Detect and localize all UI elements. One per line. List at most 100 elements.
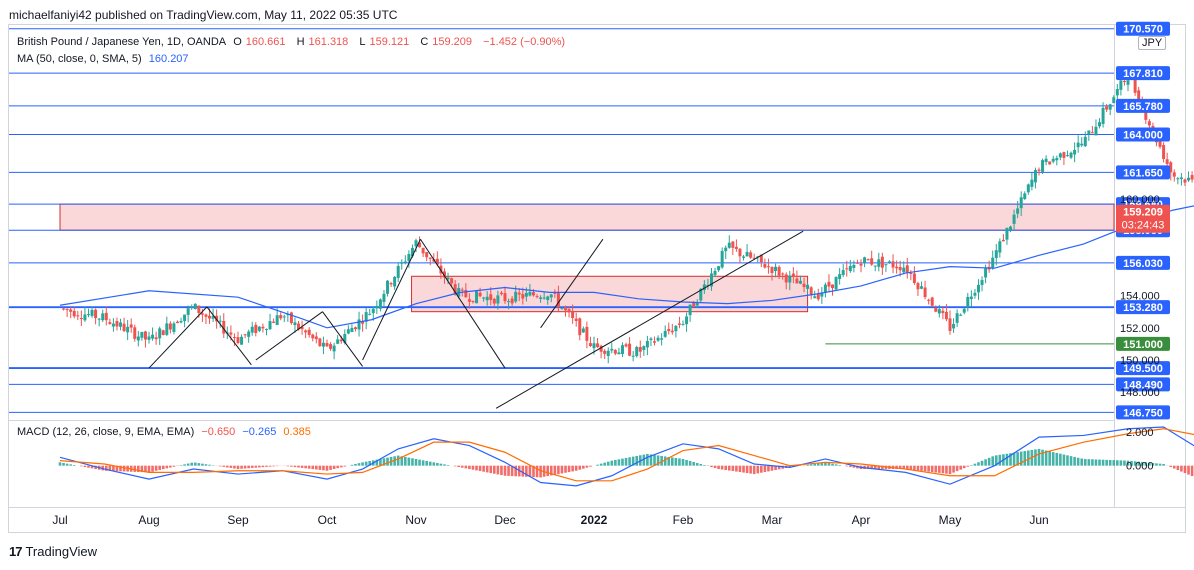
candle-body[interactable]	[827, 282, 830, 287]
candle-body[interactable]	[660, 338, 663, 339]
candle-body[interactable]	[1159, 141, 1162, 146]
candle-body[interactable]	[560, 308, 563, 309]
candle-body[interactable]	[877, 259, 880, 267]
candle-body[interactable]	[593, 343, 596, 348]
candle-body[interactable]	[105, 313, 108, 320]
candle-body[interactable]	[902, 268, 905, 273]
candle-body[interactable]	[190, 307, 193, 308]
candle-body[interactable]	[407, 254, 410, 261]
candle-body[interactable]	[308, 330, 311, 335]
candle-body[interactable]	[489, 294, 492, 300]
candle-body[interactable]	[162, 330, 165, 335]
candle-body[interactable]	[486, 297, 489, 300]
candle-body[interactable]	[621, 345, 624, 354]
candle-body[interactable]	[126, 327, 129, 332]
candle-body[interactable]	[909, 273, 912, 274]
candle-body[interactable]	[204, 315, 207, 317]
candle-body[interactable]	[721, 251, 724, 267]
candle-body[interactable]	[172, 323, 175, 332]
candle-body[interactable]	[682, 324, 685, 325]
candle-body[interactable]	[293, 322, 296, 325]
candle-body[interactable]	[539, 297, 542, 299]
candle-body[interactable]	[525, 293, 528, 297]
candle-body[interactable]	[671, 331, 674, 333]
candle-body[interactable]	[201, 313, 204, 314]
candle-body[interactable]	[916, 283, 919, 289]
candle-body[interactable]	[108, 322, 111, 324]
candle-body[interactable]	[1034, 170, 1037, 182]
candle-body[interactable]	[393, 277, 396, 287]
candle-body[interactable]	[870, 258, 873, 264]
candle-body[interactable]	[874, 266, 877, 267]
currency-badge[interactable]: JPY	[1138, 36, 1166, 50]
candle-body[interactable]	[500, 293, 503, 294]
candle-body[interactable]	[318, 338, 321, 346]
candle-body[interactable]	[1127, 80, 1130, 85]
candle-body[interactable]	[479, 293, 482, 297]
candle-body[interactable]	[924, 288, 927, 298]
candle-body[interactable]	[155, 337, 158, 339]
candle-body[interactable]	[838, 274, 841, 279]
candle-body[interactable]	[1091, 132, 1094, 133]
candle-body[interactable]	[137, 336, 140, 340]
candle-body[interactable]	[269, 321, 272, 329]
candle-body[interactable]	[194, 304, 197, 309]
candle-body[interactable]	[382, 294, 385, 302]
candle-body[interactable]	[963, 309, 966, 313]
candle-body[interactable]	[76, 315, 79, 316]
candle-body[interactable]	[1002, 240, 1005, 241]
candle-body[interactable]	[69, 309, 72, 311]
candle-body[interactable]	[165, 323, 168, 334]
candle-body[interactable]	[689, 305, 692, 315]
candle-body[interactable]	[532, 292, 535, 295]
candle-body[interactable]	[496, 295, 499, 303]
candle-body[interactable]	[589, 343, 592, 346]
candle-body[interactable]	[863, 257, 866, 263]
candle-body[interactable]	[347, 329, 350, 333]
candle-body[interactable]	[62, 309, 65, 310]
candle-body[interactable]	[528, 292, 531, 296]
candle-body[interactable]	[981, 280, 984, 285]
candle-body[interactable]	[229, 333, 232, 335]
candle-body[interactable]	[749, 252, 752, 257]
candle-body[interactable]	[795, 278, 798, 283]
candle-body[interactable]	[276, 315, 279, 325]
candle-body[interactable]	[571, 312, 574, 318]
candle-body[interactable]	[1023, 193, 1026, 199]
candle-body[interactable]	[425, 252, 428, 257]
candle-body[interactable]	[1016, 208, 1019, 213]
candle-body[interactable]	[1070, 153, 1073, 158]
candle-body[interactable]	[521, 294, 524, 298]
candle-body[interactable]	[614, 350, 617, 354]
candle-body[interactable]	[763, 264, 766, 267]
candle-body[interactable]	[336, 339, 339, 343]
candle-body[interactable]	[1176, 178, 1179, 179]
candle-body[interactable]	[340, 340, 343, 342]
candle-body[interactable]	[326, 343, 329, 346]
candle-body[interactable]	[1191, 175, 1194, 180]
candle-body[interactable]	[350, 328, 353, 332]
candle-body[interactable]	[133, 327, 136, 339]
candle-body[interactable]	[1148, 121, 1151, 125]
candle-body[interactable]	[731, 242, 734, 248]
candle-body[interactable]	[429, 258, 432, 259]
candle-body[interactable]	[973, 293, 976, 296]
candle-body[interactable]	[354, 327, 357, 329]
chart-canvas[interactable]: 170.570167.810165.780164.000161.650159.6…	[0, 0, 1194, 570]
candle-body[interactable]	[685, 316, 688, 324]
candle-body[interactable]	[290, 312, 293, 323]
candle-body[interactable]	[1098, 122, 1101, 126]
candle-body[interactable]	[952, 324, 955, 328]
candle-body[interactable]	[115, 321, 118, 326]
candle-body[interactable]	[888, 261, 891, 262]
candle-body[interactable]	[799, 281, 802, 284]
candle-body[interactable]	[575, 319, 578, 321]
candle-body[interactable]	[1055, 158, 1058, 160]
candle-body[interactable]	[1030, 180, 1033, 187]
candle-body[interactable]	[536, 296, 539, 297]
candle-body[interactable]	[244, 334, 247, 335]
candle-body[interactable]	[91, 310, 94, 316]
candle-body[interactable]	[913, 274, 916, 283]
zone-0[interactable]	[60, 204, 1114, 230]
candle-body[interactable]	[98, 319, 101, 320]
